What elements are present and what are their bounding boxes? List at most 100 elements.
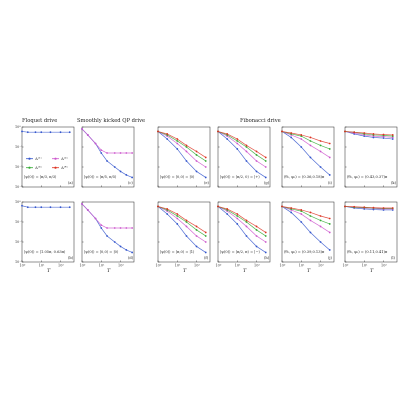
data-point: [106, 160, 108, 162]
data-point: [100, 152, 103, 154]
series-line-4: [217, 206, 266, 233]
panel-g: |ψ(0)⟩ = |π/2, 0⟩ = |+⟩ (g): [217, 126, 271, 188]
data-point: [34, 206, 37, 209]
legend-marker: [54, 157, 57, 160]
data-point: [319, 166, 322, 168]
data-point: [264, 176, 267, 179]
panel-j: 10⁰ 10¹ 10² T (θ₀, φ₀) = (0.39,0.13)π(j): [280, 201, 335, 274]
data-point: [319, 215, 322, 217]
initial-state-label: |ψ(0)⟩ = |π/2, 0⟩ = |+⟩: [220, 175, 260, 179]
plot-frame: [81, 201, 135, 263]
initial-state-label: (θ₀, φ₀) = (0.36,0.18)π: [284, 175, 325, 179]
data-point: [319, 150, 322, 153]
data-point: [40, 206, 43, 209]
data-point: [319, 219, 322, 222]
series-line-1: [281, 131, 330, 176]
data-point: [391, 134, 394, 136]
data-point: [245, 221, 248, 223]
data-point: [125, 227, 128, 229]
data-point: [236, 215, 239, 217]
series-line-2: [344, 131, 393, 138]
plot-frame: [157, 126, 211, 188]
y-tick-label: 10⁻¹: [15, 145, 23, 149]
initial-state-label: |ψ(0)⟩ = |0,0⟩ = |0⟩: [160, 175, 195, 179]
data-point: [195, 245, 198, 248]
legend-entry: Δ⁽³⁾: [35, 165, 41, 170]
x-tick-label: 10¹: [175, 264, 181, 268]
data-point: [255, 245, 258, 248]
x-axis-label: T: [47, 268, 51, 274]
data-point: [59, 131, 62, 134]
series-line-1: [344, 131, 393, 140]
data-point: [195, 154, 198, 156]
plot-frame: [81, 126, 135, 188]
panel-f: 10⁰ 10¹ 10² T |ψ(0)⟩ = |π,0⟩ = |1⟩ (f): [156, 201, 211, 274]
data-point: [236, 213, 239, 215]
data-point: [226, 213, 229, 215]
data-point: [185, 225, 188, 228]
data-point: [81, 203, 83, 205]
data-point: [344, 205, 346, 208]
data-point: [300, 221, 303, 223]
legend-marker: [54, 166, 57, 169]
panel-c: |ψ(0)⟩ = |π/5, π/5⟩ (c): [81, 126, 135, 188]
data-point: [328, 231, 331, 234]
data-point: [166, 133, 169, 135]
data-point: [59, 206, 62, 209]
data-point: [166, 213, 169, 215]
data-point: [236, 217, 239, 220]
panel-b: 10⁰ 10¹ 10² T 10⁰ 10⁻¹ 10⁻² 10⁻³ |ψ(0)⟩ = |1.05π…: [15, 200, 75, 274]
series-line-2: [217, 131, 266, 168]
panel-k: (θ₀, φ₀) = (0.43,0.37)π(k): [344, 126, 398, 188]
series-line-2: [281, 131, 330, 158]
data-point: [119, 152, 122, 154]
data-point: [391, 207, 394, 209]
data-point: [319, 140, 322, 142]
data-point: [176, 217, 179, 220]
legend-marker: [28, 166, 31, 169]
series-line-4: [344, 206, 393, 209]
initial-state-label: |ψ(0)⟩ = |π/3, π/3⟩: [24, 175, 57, 179]
data-point: [255, 229, 258, 231]
x-tick-label: 10¹: [39, 264, 45, 268]
x-axis-label: T: [107, 268, 111, 274]
series-line-3: [157, 206, 206, 237]
initial-state-label: |ψ(0)⟩ = |π/2, π⟩ = |−⟩: [220, 250, 260, 254]
x-tick-label: 10²: [118, 264, 124, 268]
series-line-4: [157, 131, 206, 158]
data-point: [391, 138, 394, 140]
data-point: [309, 219, 312, 222]
y-tick-label: 10⁻³: [15, 185, 23, 189]
initial-state-label: |ψ(0)⟩ = |1.05π, 0.63π⟩: [24, 250, 66, 254]
data-point: [309, 136, 312, 139]
initial-state-label: |ψ(0)⟩ = |0,0⟩ = |0⟩: [84, 250, 119, 254]
data-point: [195, 160, 198, 162]
data-point: [26, 206, 29, 209]
data-point: [309, 211, 312, 214]
data-point: [309, 144, 312, 147]
x-axis-label: T: [307, 268, 311, 274]
data-point: [68, 131, 71, 134]
data-point: [176, 138, 179, 140]
data-point: [195, 170, 198, 173]
plot-frame: [344, 201, 398, 263]
data-point: [68, 206, 71, 209]
data-point: [217, 130, 219, 133]
data-point: [382, 207, 385, 209]
data-point: [106, 235, 108, 237]
data-point: [125, 249, 128, 251]
data-point: [113, 227, 116, 229]
x-tick-label: 10⁰: [80, 264, 86, 268]
series-line-3: [157, 131, 206, 162]
data-point: [113, 166, 116, 168]
data-point: [113, 241, 116, 243]
panel-label: (d): [128, 256, 134, 260]
data-point: [382, 137, 385, 139]
data-point: [353, 131, 356, 134]
data-point: [195, 150, 198, 153]
panel-a: 10⁰ 10⁻¹ 10⁻² 10⁻³ |ψ(0)⟩ = |π/3, π/3⟩ (a): [15, 125, 75, 189]
legend-entry: Δ⁽⁴⁾: [61, 165, 67, 170]
x-axis-label: T: [243, 268, 247, 274]
data-point: [372, 136, 375, 139]
